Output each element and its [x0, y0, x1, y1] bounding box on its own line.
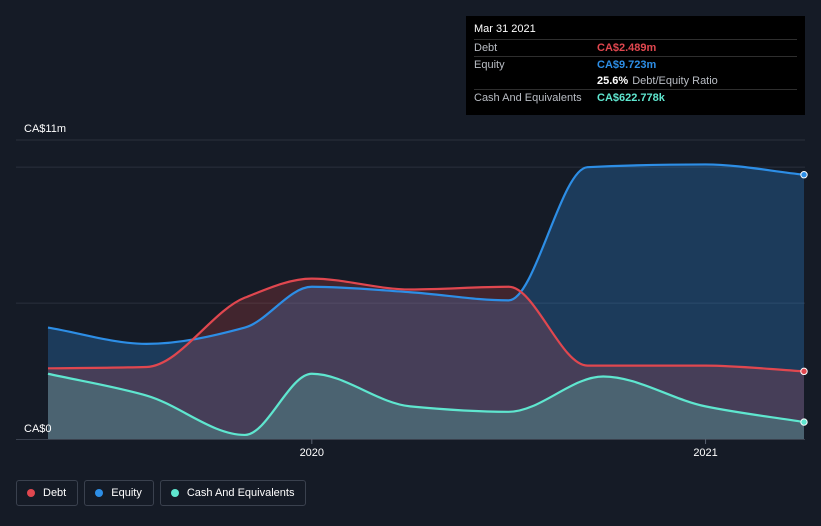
grid-lines [16, 139, 805, 440]
line-debt [47, 277, 805, 373]
end-marker-cash [800, 418, 808, 426]
tooltip-cash-label: Cash And Equivalents [474, 92, 582, 104]
tooltip-ratio-row: 25.6% Debt/Equity Ratio [474, 73, 797, 89]
chart-legend: Debt Equity Cash And Equivalents [16, 480, 307, 506]
legend-label-cash: Cash And Equivalents [186, 487, 295, 499]
tooltip-ratio-label: Debt/Equity Ratio [632, 75, 718, 87]
end-marker-debt [800, 367, 808, 376]
tooltip-equity-row: Equity CA$9.723m [474, 56, 797, 73]
legend-item-debt[interactable]: Debt [16, 480, 79, 506]
end-marker-equity [800, 171, 808, 179]
tooltip-date: Mar 31 2021 [474, 23, 536, 35]
legend-dot-equity [95, 489, 104, 497]
tooltip-debt-label: Debt [474, 42, 498, 54]
legend-label-debt: Debt [43, 487, 67, 499]
legend-dot-cash [170, 489, 179, 497]
legend-item-cash[interactable]: Cash And Equivalents [159, 480, 307, 506]
legend-item-equity[interactable]: Equity [84, 480, 154, 506]
tooltip-equity-label: Equity [474, 59, 505, 71]
legend-label-equity: Equity [111, 487, 142, 499]
tooltip-debt-value: CA$2.489m [597, 42, 657, 54]
y-axis-zero-label: CA$0 [24, 423, 52, 435]
area-equity [48, 164, 804, 439]
data-tooltip: Mar 31 2021 Debt CA$2.489m Equity CA$9.7… [466, 16, 805, 115]
line-equity [47, 163, 805, 345]
series-end-markers [800, 171, 808, 426]
y-axis-max-label: CA$11m [24, 123, 66, 135]
tooltip-equity-value: CA$9.723m [597, 59, 657, 71]
tooltip-cash-value: CA$622.778k [597, 92, 665, 104]
x-tick-label-2020: 2020 [300, 447, 324, 459]
series-areas [48, 164, 804, 439]
legend-dot-debt [27, 489, 35, 497]
line-cash [47, 372, 805, 437]
tooltip-ratio-value: 25.6% [597, 75, 629, 87]
area-cash [48, 373, 804, 439]
x-axis: 2020 2021 [300, 439, 718, 459]
x-tick-label-2021: 2021 [693, 447, 717, 459]
tooltip-cash-row: Cash And Equivalents CA$622.778k [474, 89, 797, 106]
series-lines [47, 163, 805, 437]
area-debt [48, 278, 804, 439]
tooltip-debt-row: Debt CA$2.489m [474, 39, 797, 56]
